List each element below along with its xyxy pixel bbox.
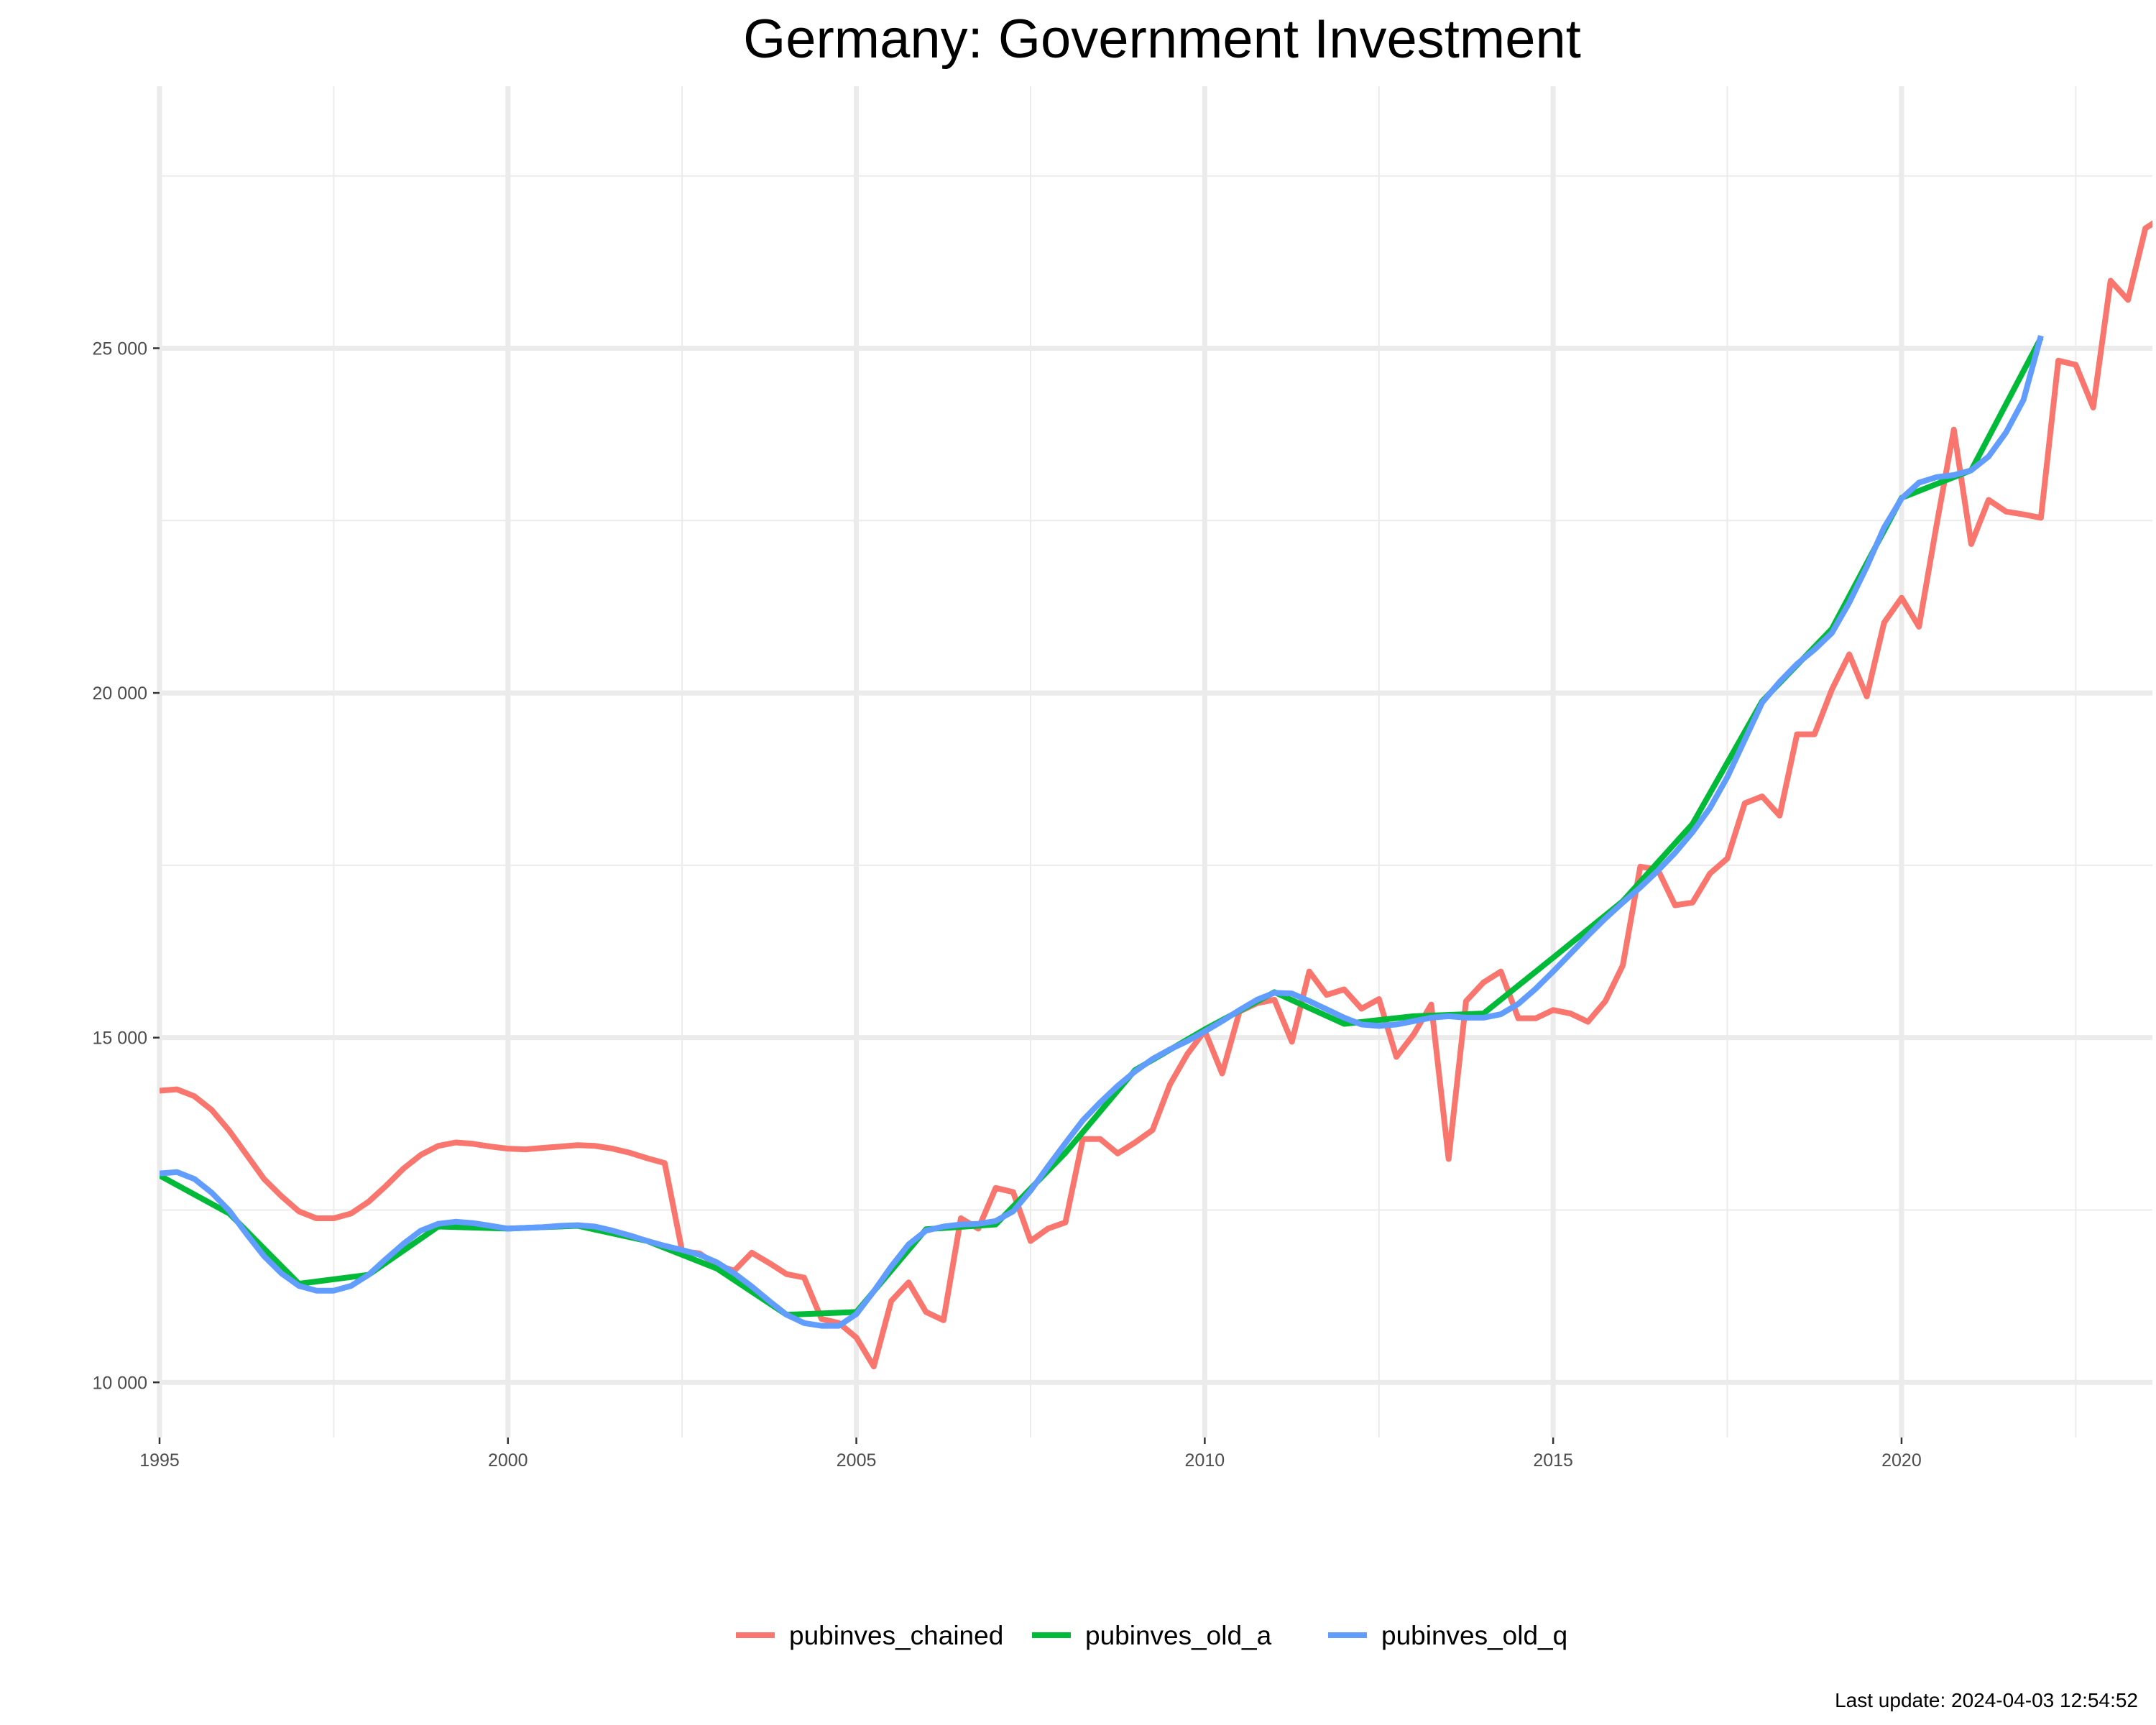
y-axis-tick-labels: 10 000 15 000 20 000 25 000 — [93, 339, 147, 1393]
legend-label: pubinves_chained — [789, 1621, 1003, 1650]
x-tick-label: 2000 — [488, 1450, 528, 1471]
series-line-pubinves-old-a — [160, 336, 2044, 1318]
x-tick-label: 2015 — [1533, 1450, 1573, 1471]
x-tick-label: 2005 — [837, 1450, 877, 1471]
last-update-caption: Last update: 2024-04-03 12:54:52 — [1835, 1689, 2138, 1711]
plot-lines — [160, 220, 2152, 1370]
y-tick-label: 10 000 — [93, 1373, 147, 1393]
minor-gridlines — [160, 86, 2152, 1438]
y-tick-label: 15 000 — [93, 1029, 147, 1049]
legend: pubinves_chained pubinves_old_a pubinves_o… — [736, 1621, 1567, 1650]
series-line-pubinves-chained — [160, 220, 2152, 1370]
x-axis-tick-labels: 1995 2000 2005 2010 2015 2020 — [139, 1450, 1922, 1471]
series-line-pubinves-old-q — [160, 335, 2044, 1329]
legend-label: pubinves_old_q — [1381, 1621, 1567, 1650]
x-tick-label: 2010 — [1185, 1450, 1225, 1471]
chart-title: Germany: Government Investment — [743, 9, 1581, 70]
y-tick-label: 25 000 — [93, 339, 147, 359]
major-gridlines — [157, 86, 2152, 1438]
y-tick-label: 20 000 — [93, 684, 147, 704]
x-tick-label: 2020 — [1881, 1450, 1922, 1471]
axis-ticks — [153, 347, 1903, 1444]
legend-label: pubinves_old_a — [1085, 1621, 1272, 1650]
x-tick-label: 1995 — [139, 1450, 180, 1471]
